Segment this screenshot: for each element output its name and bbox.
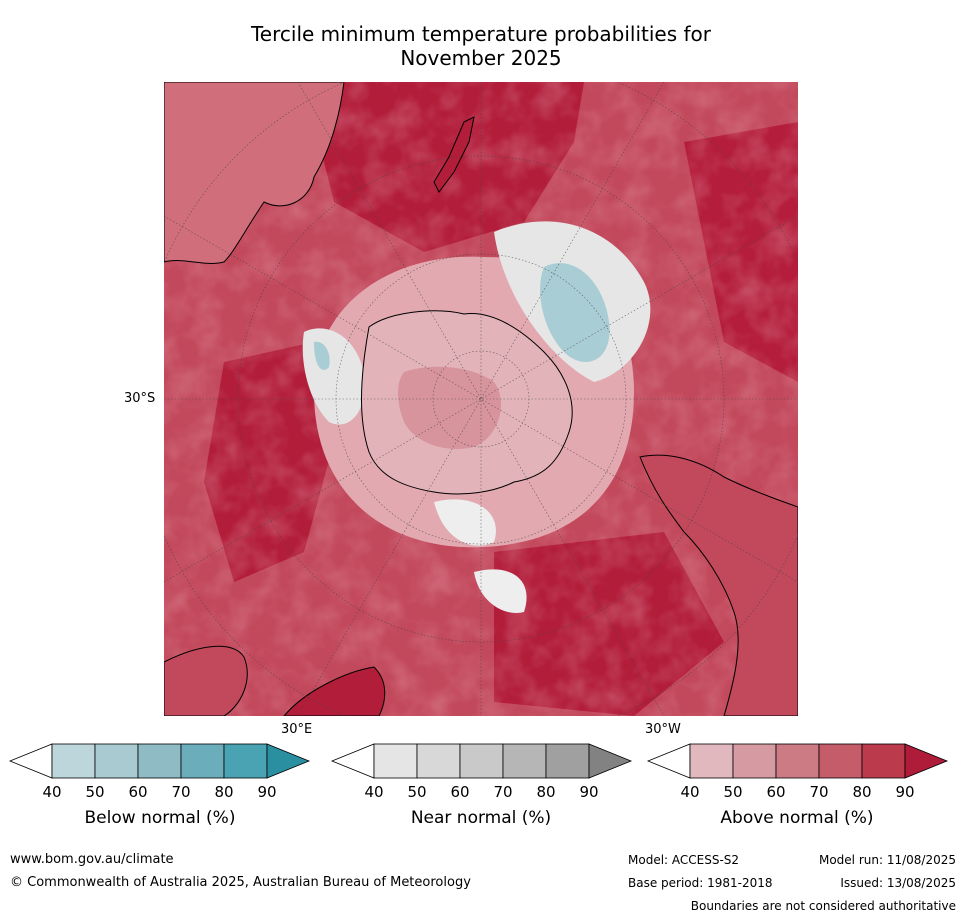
cbar-near-segment-60-70 <box>459 743 504 779</box>
title-line-1: Tercile minimum temperature probabilitie… <box>250 22 712 46</box>
tick-below-80: 80 <box>214 783 234 801</box>
footer-base-period: Base period: 1981-2018 <box>628 876 773 890</box>
cbar-below-segment-high <box>266 743 311 779</box>
tick-above-70: 70 <box>809 783 829 801</box>
cbar-above-segment-50-60 <box>732 743 777 779</box>
colorbar-below-normal <box>8 743 311 779</box>
lat-label-30s: 30°S <box>124 391 156 406</box>
colorbar-near-label: Near normal (%) <box>410 808 552 828</box>
tick-below-40: 40 <box>42 783 62 801</box>
cbar-below-segment-40-50 <box>51 743 96 779</box>
cbar-near-segment-low <box>330 743 375 779</box>
cbar-below-segment-80-90 <box>223 743 268 779</box>
footer-issued: Issued: 13/08/2025 <box>840 876 956 890</box>
graticule <box>164 82 798 716</box>
tick-above-50: 50 <box>723 783 743 801</box>
tick-near-40: 40 <box>364 783 384 801</box>
tick-below-70: 70 <box>171 783 191 801</box>
cbar-above-segment-low <box>646 743 691 779</box>
colorbar-near-normal <box>330 743 633 779</box>
probability-map <box>164 82 798 716</box>
footer-website: www.bom.gov.au/climate <box>10 852 174 867</box>
cbar-below-segment-60-70 <box>137 743 182 779</box>
cbar-near-segment-50-60 <box>416 743 461 779</box>
tick-below-90: 90 <box>257 783 277 801</box>
tick-below-50: 50 <box>85 783 105 801</box>
cbar-above-segment-60-70 <box>775 743 820 779</box>
tick-above-80: 80 <box>852 783 872 801</box>
cbar-near-segment-70-80 <box>502 743 547 779</box>
footer-disclaimer: Boundaries are not considered authoritat… <box>690 899 956 913</box>
colorbar-below-label: Below normal (%) <box>84 808 236 828</box>
tick-near-70: 70 <box>493 783 513 801</box>
cbar-above-segment-70-80 <box>818 743 863 779</box>
cbar-above-segment-40-50 <box>689 743 734 779</box>
cbar-near-segment-80-90 <box>545 743 590 779</box>
africa-coast <box>164 645 248 716</box>
footer-model: Model: ACCESS-S2 <box>628 853 740 867</box>
colorbar-above-label: Above normal (%) <box>720 808 874 828</box>
tick-above-40: 40 <box>680 783 700 801</box>
lon-label-30e: 30°E <box>281 722 313 737</box>
cbar-below-segment-low <box>8 743 53 779</box>
australia-coast <box>164 82 345 264</box>
title-line-2: November 2025 <box>400 46 562 70</box>
tick-near-50: 50 <box>407 783 427 801</box>
map-title: Tercile minimum temperature probabilitie… <box>164 22 798 70</box>
region-below-normal <box>540 263 610 362</box>
lon-label-30w: 30°W <box>645 722 681 737</box>
tick-below-60: 60 <box>128 783 148 801</box>
south-america-coast <box>639 454 798 716</box>
colorbar-above-normal <box>646 743 949 779</box>
tick-near-80: 80 <box>536 783 556 801</box>
footer-copyright: © Commonwealth of Australia 2025, Austra… <box>10 875 471 890</box>
new-zealand-coast <box>433 116 475 193</box>
tick-near-90: 90 <box>579 783 599 801</box>
cbar-near-segment-40-50 <box>373 743 418 779</box>
cbar-above-segment-80-90 <box>861 743 906 779</box>
cbar-above-segment-high <box>904 743 949 779</box>
tick-above-90: 90 <box>895 783 915 801</box>
footer-model-run: Model run: 11/08/2025 <box>818 853 956 867</box>
tick-above-60: 60 <box>766 783 786 801</box>
cbar-below-segment-70-80 <box>180 743 225 779</box>
tick-near-60: 60 <box>450 783 470 801</box>
cbar-below-segment-50-60 <box>94 743 139 779</box>
cbar-near-segment-high <box>588 743 633 779</box>
